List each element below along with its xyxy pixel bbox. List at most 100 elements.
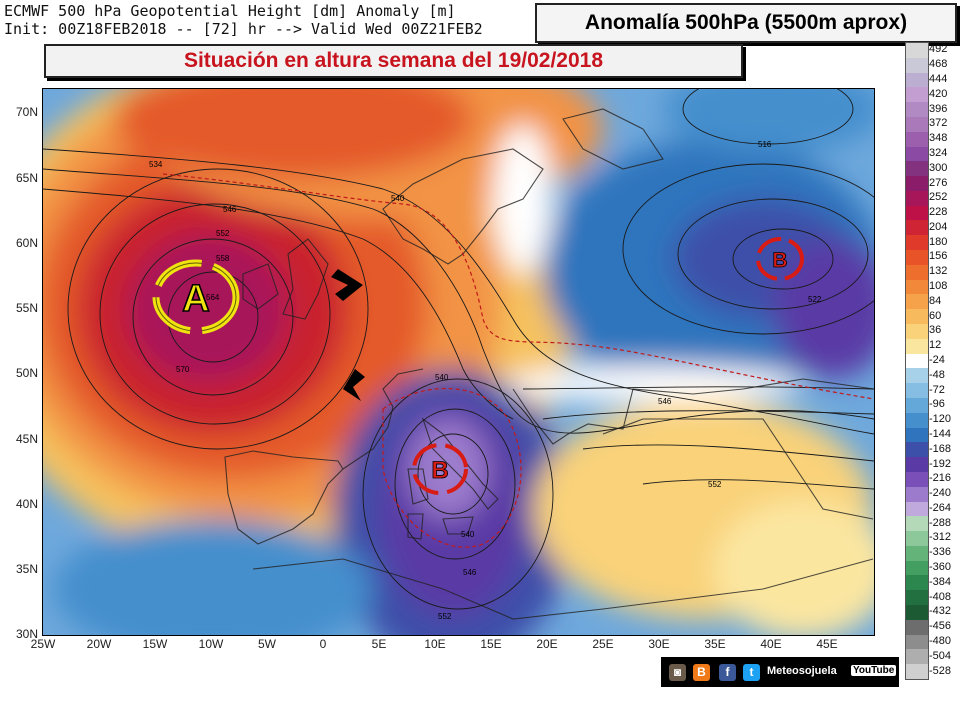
lon-label: 15W	[142, 637, 168, 651]
colorbar-label: -168	[929, 442, 952, 455]
svg-text:540: 540	[435, 373, 449, 382]
colorbar-swatch	[906, 471, 928, 488]
colorbar-swatch	[906, 531, 928, 547]
colorbar-label: -480	[929, 635, 952, 648]
colorbar-label: 324	[929, 146, 948, 159]
colorbar-label: 108	[929, 280, 948, 293]
colorbar-swatch	[906, 146, 928, 162]
svg-text:A: A	[182, 278, 209, 320]
lon-label: 20E	[536, 637, 558, 651]
colorbar-label: -432	[929, 605, 952, 618]
colorbar-label: -192	[929, 457, 952, 470]
colorbar-swatch	[906, 72, 928, 88]
colorbar-label: 36	[929, 324, 942, 337]
social-footer: ◙ B f t Meteosojuela YouTube	[661, 657, 899, 687]
colorbar-swatch	[906, 353, 928, 369]
map-canvas: 534 540 546 552 558 564 570 540 546 552 …	[43, 89, 874, 635]
twitter-icon[interactable]: t	[743, 664, 760, 681]
lon-label: 25W	[30, 637, 56, 651]
colorbar-label: 60	[929, 309, 942, 322]
colorbar-label: -288	[929, 516, 952, 529]
svg-text:534: 534	[149, 160, 163, 169]
colorbar-swatch	[906, 634, 928, 650]
colorbar-swatch	[906, 220, 928, 236]
colorbar-label: -264	[929, 501, 952, 514]
lon-label: 20W	[86, 637, 112, 651]
colorbar-label: 276	[929, 176, 948, 189]
colorbar-label: -384	[929, 575, 952, 588]
svg-text:552: 552	[216, 229, 230, 238]
height-contours	[43, 89, 874, 610]
colorbar-label: -120	[929, 413, 952, 426]
colorbar-swatch	[906, 383, 928, 399]
svg-text:546: 546	[223, 205, 237, 214]
colorbar-swatch	[906, 43, 928, 59]
colorbar-swatch	[906, 279, 928, 295]
colorbar-swatch	[906, 397, 928, 414]
lon-label: 15E	[480, 637, 502, 651]
colorbar-label: 12	[929, 339, 942, 352]
colorbar-label: 372	[929, 117, 948, 130]
facebook-icon[interactable]: f	[719, 664, 736, 681]
colorbar-label: -408	[929, 590, 952, 603]
colorbar-swatch	[906, 560, 928, 576]
header-line-1: ECMWF 500 hPa Geopotential Height [dm] A…	[4, 2, 456, 20]
instagram-icon[interactable]: ◙	[669, 664, 686, 681]
colorbar-swatch	[906, 486, 928, 502]
colorbar-label: 252	[929, 191, 948, 204]
blogger-icon[interactable]: B	[693, 664, 710, 681]
colorbar-swatch	[906, 131, 928, 148]
svg-text:552: 552	[708, 480, 722, 489]
colorbar-swatch	[906, 368, 928, 384]
colorbar-label: -240	[929, 487, 952, 500]
colorbar-label: 492	[929, 43, 948, 56]
colorbar-swatch	[906, 605, 928, 621]
colorbar-swatch	[906, 457, 928, 473]
svg-text:540: 540	[461, 530, 475, 539]
colorbar-label: 300	[929, 161, 948, 174]
lon-label: 5W	[258, 637, 276, 651]
colorbar-label: -72	[929, 383, 945, 396]
colorbar-swatch	[906, 190, 928, 207]
svg-text:546: 546	[658, 397, 672, 406]
colorbar-swatch	[906, 412, 928, 429]
colorbar-label: 396	[929, 102, 948, 115]
svg-text:B: B	[772, 249, 787, 272]
lat-label: 40N	[15, 497, 38, 511]
colorbar-label: -336	[929, 546, 952, 559]
colorbar-swatch	[906, 57, 928, 74]
cyclone-symbol-east: B	[756, 237, 804, 281]
svg-text:552: 552	[438, 612, 452, 621]
cyclone-symbol-mediterranean: B	[412, 443, 468, 495]
social-handle: Meteosojuela	[767, 665, 837, 677]
colorbar-swatch	[906, 516, 928, 532]
lon-label: 5E	[371, 637, 387, 651]
colorbar-swatch	[906, 250, 928, 266]
colorbar-swatch	[906, 649, 928, 665]
youtube-icon[interactable]: YouTube	[851, 665, 897, 676]
lon-label: 35E	[704, 637, 726, 651]
lat-label: 55N	[15, 301, 38, 315]
colorbar-label: 444	[929, 72, 948, 85]
lat-label: 30N	[15, 627, 38, 641]
colorbar-swatch	[906, 442, 928, 458]
colorbar-label: -24	[929, 354, 945, 366]
colorbar-swatch	[906, 590, 928, 606]
colorbar-label: -216	[929, 472, 952, 485]
anomaly-colorbar	[905, 42, 929, 680]
colorbar-label: -144	[929, 427, 952, 440]
svg-text:564: 564	[206, 293, 220, 302]
colorbar-swatch	[906, 205, 928, 221]
colorbar-swatch	[906, 309, 928, 325]
flow-arrow-north	[331, 269, 363, 301]
svg-text:558: 558	[216, 254, 230, 263]
colorbar-label: 132	[929, 265, 948, 278]
colorbar-swatch	[906, 264, 928, 281]
colorbar-label: 156	[929, 250, 948, 263]
colorbar-swatch	[906, 87, 928, 103]
lat-label: 70N	[15, 105, 38, 119]
colorbar-label: -96	[929, 398, 945, 411]
coastlines	[224, 108, 874, 620]
colorbar-swatch	[906, 545, 928, 562]
colorbar-swatch	[906, 338, 928, 355]
